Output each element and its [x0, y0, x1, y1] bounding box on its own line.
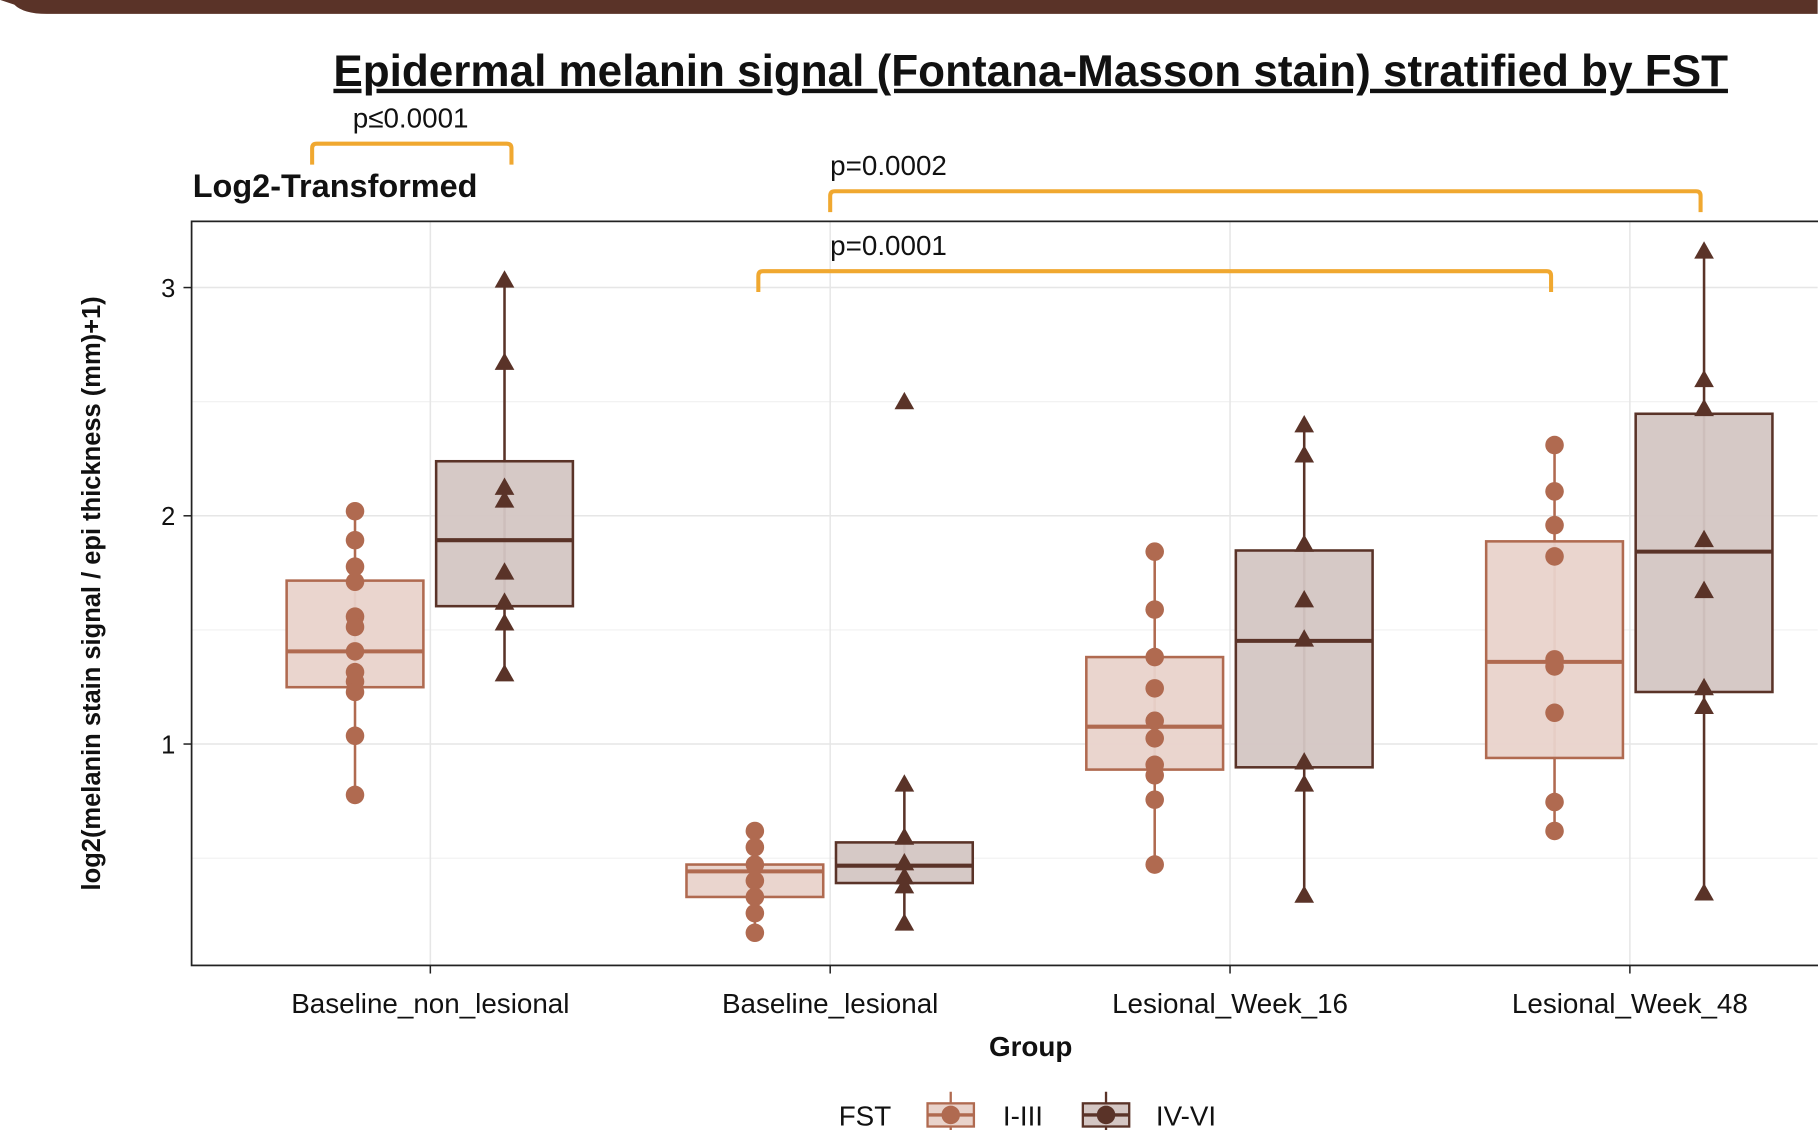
point — [345, 642, 365, 661]
p-value-label: p=0.0001 — [830, 230, 947, 261]
point — [345, 530, 365, 550]
point — [1145, 729, 1164, 748]
point — [345, 726, 365, 746]
point — [1545, 435, 1564, 455]
legend-marker — [941, 1105, 960, 1125]
point — [1145, 855, 1164, 874]
significance-bracket — [310, 141, 514, 165]
point — [494, 352, 515, 370]
p-value-label: p=0.0002 — [830, 150, 947, 181]
point — [1545, 547, 1564, 566]
point — [1545, 792, 1564, 812]
plot-frame — [190, 220, 1818, 967]
point — [1545, 821, 1564, 841]
point — [1694, 398, 1714, 417]
point — [1145, 647, 1164, 667]
significance-bracket — [756, 269, 1554, 293]
point — [1694, 580, 1714, 599]
point — [745, 821, 765, 841]
point — [1294, 885, 1315, 903]
legend-item: I-III — [926, 1091, 1043, 1130]
x-tick-label: Baseline_non_lesional — [291, 988, 569, 1019]
y-tick-label: 1 — [161, 731, 175, 759]
point — [1294, 414, 1315, 433]
point — [1694, 696, 1714, 715]
x-axis-label: Group — [989, 1031, 1072, 1062]
point — [745, 887, 765, 907]
point — [1145, 600, 1164, 619]
point — [894, 827, 915, 845]
legend-label: I-III — [1003, 1100, 1043, 1130]
y-axis-label: log2(melanin stain signal / epi thicknes… — [78, 296, 106, 890]
legend-title: FST — [839, 1100, 892, 1130]
point — [894, 866, 915, 885]
point — [1545, 703, 1564, 723]
point — [1145, 542, 1164, 561]
legend-item: IV-VI — [1081, 1091, 1216, 1130]
box — [1484, 540, 1625, 760]
point — [894, 391, 915, 410]
point — [494, 270, 515, 288]
point — [1145, 766, 1164, 785]
point — [1694, 529, 1714, 548]
point — [1545, 482, 1564, 501]
point — [494, 490, 515, 508]
point — [894, 913, 915, 931]
y-tick-label: 2 — [161, 503, 175, 531]
point — [345, 617, 365, 637]
point — [345, 785, 365, 805]
point — [345, 557, 365, 576]
point — [494, 613, 515, 631]
significance-bracket — [828, 189, 1703, 213]
top-bar — [0, 0, 1818, 14]
point — [745, 923, 765, 943]
point — [1145, 790, 1164, 809]
point — [894, 876, 915, 894]
x-tick-label: Lesional_Week_48 — [1512, 988, 1748, 1019]
point — [745, 855, 765, 874]
chart-title: Epidermal melanin signal (Fontana-Masson… — [333, 47, 1728, 96]
point — [1694, 241, 1714, 259]
box — [1234, 549, 1374, 769]
point — [494, 592, 515, 610]
point — [894, 774, 915, 792]
point — [1294, 629, 1315, 647]
point — [1294, 534, 1315, 552]
point — [894, 852, 915, 871]
point — [494, 663, 515, 682]
x-tick-label: Lesional_Week_16 — [1112, 988, 1348, 1019]
point — [1145, 711, 1164, 731]
point — [1294, 445, 1315, 463]
point — [1294, 774, 1315, 792]
p-value-label: p≤0.0001 — [353, 102, 469, 133]
subtitle: Log2-Transformed — [193, 168, 478, 204]
point — [1694, 677, 1714, 696]
legend-marker — [1096, 1105, 1116, 1125]
point — [1294, 752, 1315, 770]
point — [1694, 369, 1714, 388]
point — [345, 682, 365, 702]
point — [745, 871, 765, 891]
point — [745, 837, 765, 857]
point — [494, 562, 515, 580]
point — [745, 903, 765, 923]
x-tick-label: Baseline_lesional — [722, 988, 938, 1019]
point — [345, 572, 365, 592]
point — [494, 477, 515, 495]
legend-label: IV-VI — [1156, 1100, 1216, 1130]
point — [1545, 657, 1564, 676]
point — [1694, 883, 1714, 901]
point — [1294, 590, 1315, 608]
point — [345, 501, 365, 521]
point — [1145, 679, 1164, 698]
y-tick-label: 3 — [161, 275, 175, 303]
point — [1545, 515, 1564, 535]
